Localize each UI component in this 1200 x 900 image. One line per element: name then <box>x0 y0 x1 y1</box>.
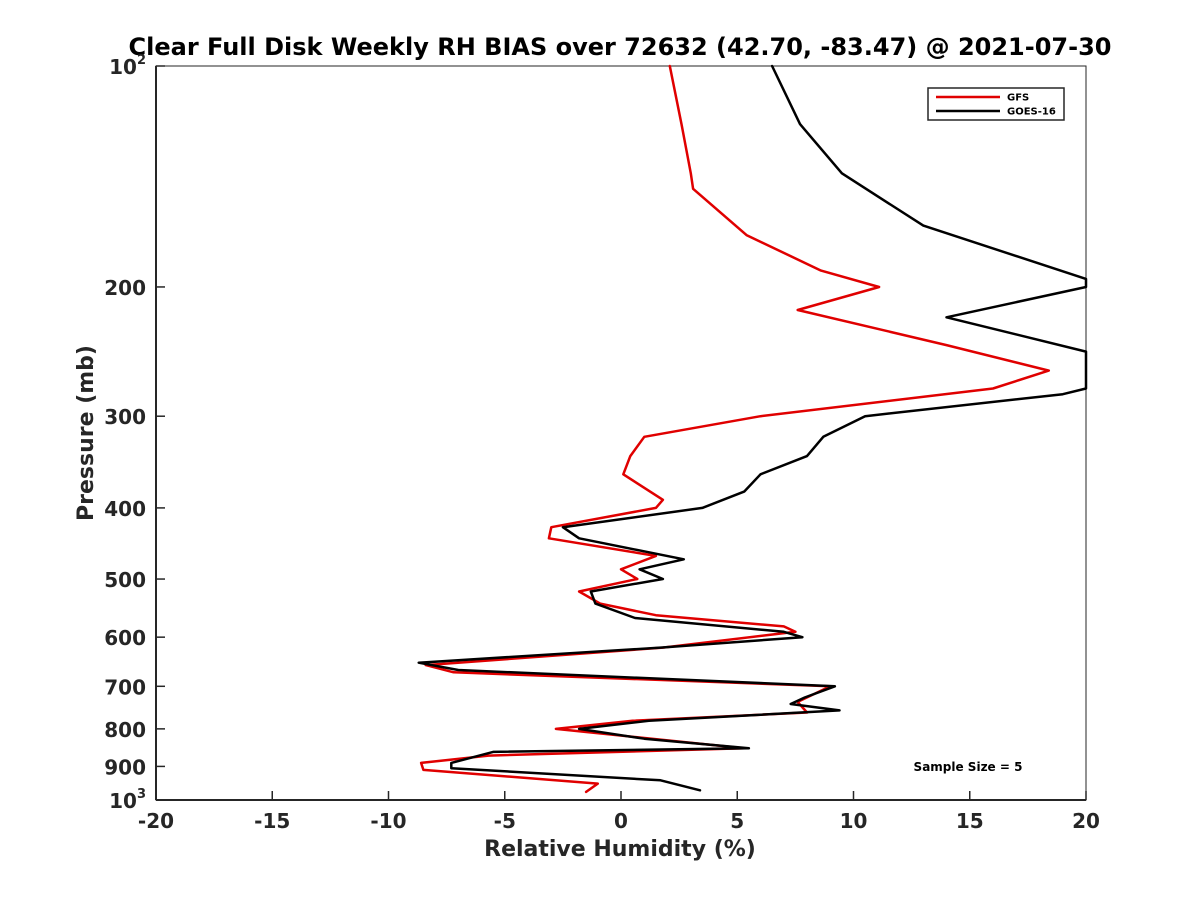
x-axis-label: Relative Humidity (%) <box>484 837 756 862</box>
y-tick-label: 102 <box>109 53 146 79</box>
x-tick-label: 0 <box>614 809 628 833</box>
sample-size-annotation: Sample Size = 5 <box>914 760 1023 774</box>
series-line-gfs <box>419 64 1051 794</box>
series-line-goes-16 <box>417 64 1088 792</box>
y-axis-label: Pressure (mb) <box>74 345 99 521</box>
y-tick-label: 300 <box>104 405 146 429</box>
series-layer <box>417 64 1088 794</box>
x-tick-label: 5 <box>730 809 744 833</box>
axes-layer: -20 -15 -10 -5 0 5 10 15 20 102 200 300 400 500 600 700… <box>104 53 1100 833</box>
y-tick-label: 800 <box>104 718 146 742</box>
y-tick-label: 500 <box>104 568 146 592</box>
x-tick-label: 20 <box>1072 809 1100 833</box>
chart-title: Clear Full Disk Weekly RH BIAS over 7263… <box>129 33 1112 61</box>
x-tick-label: -10 <box>370 809 406 833</box>
legend-box <box>927 87 1065 121</box>
legend: GFS GOES-16 <box>927 87 1065 121</box>
y-tick-label: 200 <box>104 276 146 300</box>
y-tick-label: 900 <box>104 755 146 779</box>
x-tick-label: -15 <box>254 809 290 833</box>
legend-label: GFS <box>1007 93 1029 104</box>
y-tick-label: 700 <box>104 675 146 699</box>
x-tick-label: 15 <box>956 809 984 833</box>
y-tick-label: 103 <box>109 787 146 813</box>
y-tick-label: 400 <box>104 497 146 521</box>
x-tick-label: -20 <box>138 809 174 833</box>
x-tick-label: -5 <box>494 809 516 833</box>
x-tick-label: 10 <box>840 809 868 833</box>
legend-label: GOES-16 <box>1007 107 1056 118</box>
y-tick-label: 600 <box>104 626 146 650</box>
